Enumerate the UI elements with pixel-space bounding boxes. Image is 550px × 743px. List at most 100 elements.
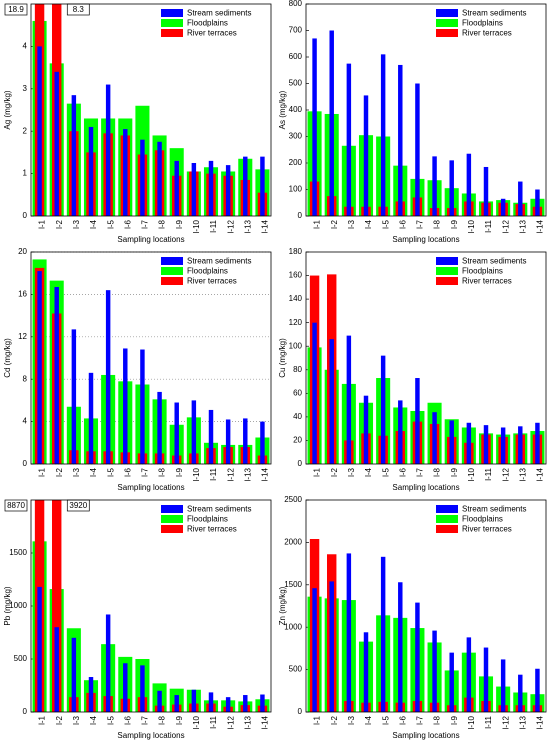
bar — [191, 689, 197, 712]
x-tick-label: l-8 — [158, 219, 167, 228]
legend-label: Floodplains — [187, 515, 228, 524]
x-tick-label: l-9 — [450, 715, 459, 724]
legend-label: Stream sediments — [187, 257, 251, 266]
legend-label: Floodplains — [462, 19, 503, 28]
bar — [483, 647, 489, 712]
bar — [535, 189, 540, 216]
bar — [346, 553, 352, 712]
bar — [88, 126, 94, 216]
x-tick-label: l-12 — [501, 467, 510, 481]
legend-swatch — [161, 9, 183, 17]
y-tick-label: 0 — [298, 211, 303, 220]
bar — [243, 418, 248, 464]
legend-label: Stream sediments — [462, 505, 526, 514]
legend-swatch — [436, 9, 458, 17]
y-axis-label: Cd (mg/kg) — [3, 338, 12, 378]
x-tick-label: l-10 — [467, 219, 476, 233]
bar — [71, 95, 77, 216]
x-tick-label: l-14 — [261, 219, 270, 233]
y-tick-label: 4 — [23, 417, 28, 426]
y-tick-label: 60 — [293, 388, 302, 397]
y-tick-label: 100 — [289, 185, 303, 194]
x-tick-label: l-14 — [536, 219, 545, 233]
x-tick-label: l-11 — [484, 219, 493, 232]
x-tick-label: l-1 — [313, 467, 322, 476]
x-axis-label: Sampling locations — [392, 235, 459, 244]
x-tick-label: l-14 — [261, 715, 270, 729]
y-tick-label: 100 — [289, 341, 303, 350]
plot-frame — [305, 3, 547, 217]
bar — [483, 425, 489, 464]
legend-swatch — [161, 257, 183, 265]
bar — [174, 695, 179, 712]
x-tick-label: l-7 — [141, 219, 150, 228]
bar — [449, 652, 454, 712]
y-tick-label: 0 — [23, 211, 28, 220]
x-tick-label: l-10 — [192, 467, 201, 481]
x-tick-label: l-12 — [501, 219, 510, 233]
x-tick-label: l-1 — [38, 715, 47, 724]
legend-label: Floodplains — [187, 267, 228, 276]
y-tick-label: 1500 — [9, 548, 27, 557]
x-tick-label: l-11 — [484, 467, 493, 480]
x-tick-label: l-4 — [364, 715, 373, 724]
legend-label: Floodplains — [462, 267, 503, 276]
x-tick-label: l-12 — [226, 467, 235, 481]
bar — [54, 71, 59, 216]
x-tick-label: l-12 — [226, 715, 235, 729]
legend-label: Stream sediments — [187, 9, 251, 18]
bar — [466, 153, 472, 216]
bar — [346, 335, 352, 464]
x-tick-label: l-6 — [123, 715, 132, 724]
bar — [71, 329, 77, 464]
x-tick-label: l-13 — [243, 715, 252, 729]
bar — [157, 690, 162, 712]
y-axis-label: Ag (mg/kg) — [3, 90, 12, 129]
bar — [363, 95, 369, 216]
x-tick-label: l-11 — [209, 715, 218, 728]
bar — [329, 581, 334, 712]
bar — [449, 420, 454, 464]
x-tick-label: l-1 — [38, 467, 47, 476]
x-tick-label: l-7 — [416, 467, 425, 476]
x-tick-label: l-10 — [467, 467, 476, 481]
x-tick-label: l-6 — [123, 219, 132, 228]
y-tick-label: 1000 — [284, 622, 302, 631]
y-tick-label: 40 — [293, 412, 302, 421]
x-tick-label: l-1 — [313, 219, 322, 228]
legend-swatch — [436, 19, 458, 27]
bar — [54, 627, 59, 712]
bar — [518, 181, 523, 216]
x-tick-label: l-3 — [347, 219, 356, 228]
y-tick-label: 80 — [293, 365, 302, 374]
x-tick-label: l-13 — [518, 715, 527, 729]
y-tick-label: 500 — [14, 654, 28, 663]
x-tick-label: l-11 — [209, 219, 218, 232]
bar — [500, 659, 506, 712]
bar — [518, 674, 523, 712]
bar — [123, 348, 128, 464]
y-tick-label: 800 — [289, 0, 303, 8]
bar — [52, 500, 62, 712]
bar — [363, 632, 369, 712]
y-tick-label: 16 — [18, 290, 27, 299]
x-tick-label: l-6 — [398, 467, 407, 476]
plot-frame — [305, 251, 547, 465]
bar — [88, 677, 94, 712]
legend-swatch — [436, 515, 458, 523]
bar — [157, 391, 162, 464]
bar — [174, 160, 179, 216]
x-axis-label: Sampling locations — [392, 483, 459, 492]
legend-swatch — [161, 525, 183, 533]
bar — [415, 378, 420, 464]
x-tick-label: l-7 — [141, 715, 150, 724]
bar — [37, 46, 42, 217]
legend-label: Floodplains — [462, 515, 503, 524]
bar — [398, 400, 403, 464]
bar — [380, 556, 386, 712]
x-tick-label: l-5 — [381, 467, 390, 476]
bar — [37, 586, 42, 712]
bar — [105, 290, 111, 464]
x-tick-label: l-2 — [330, 219, 339, 228]
y-tick-label: 300 — [289, 132, 303, 141]
